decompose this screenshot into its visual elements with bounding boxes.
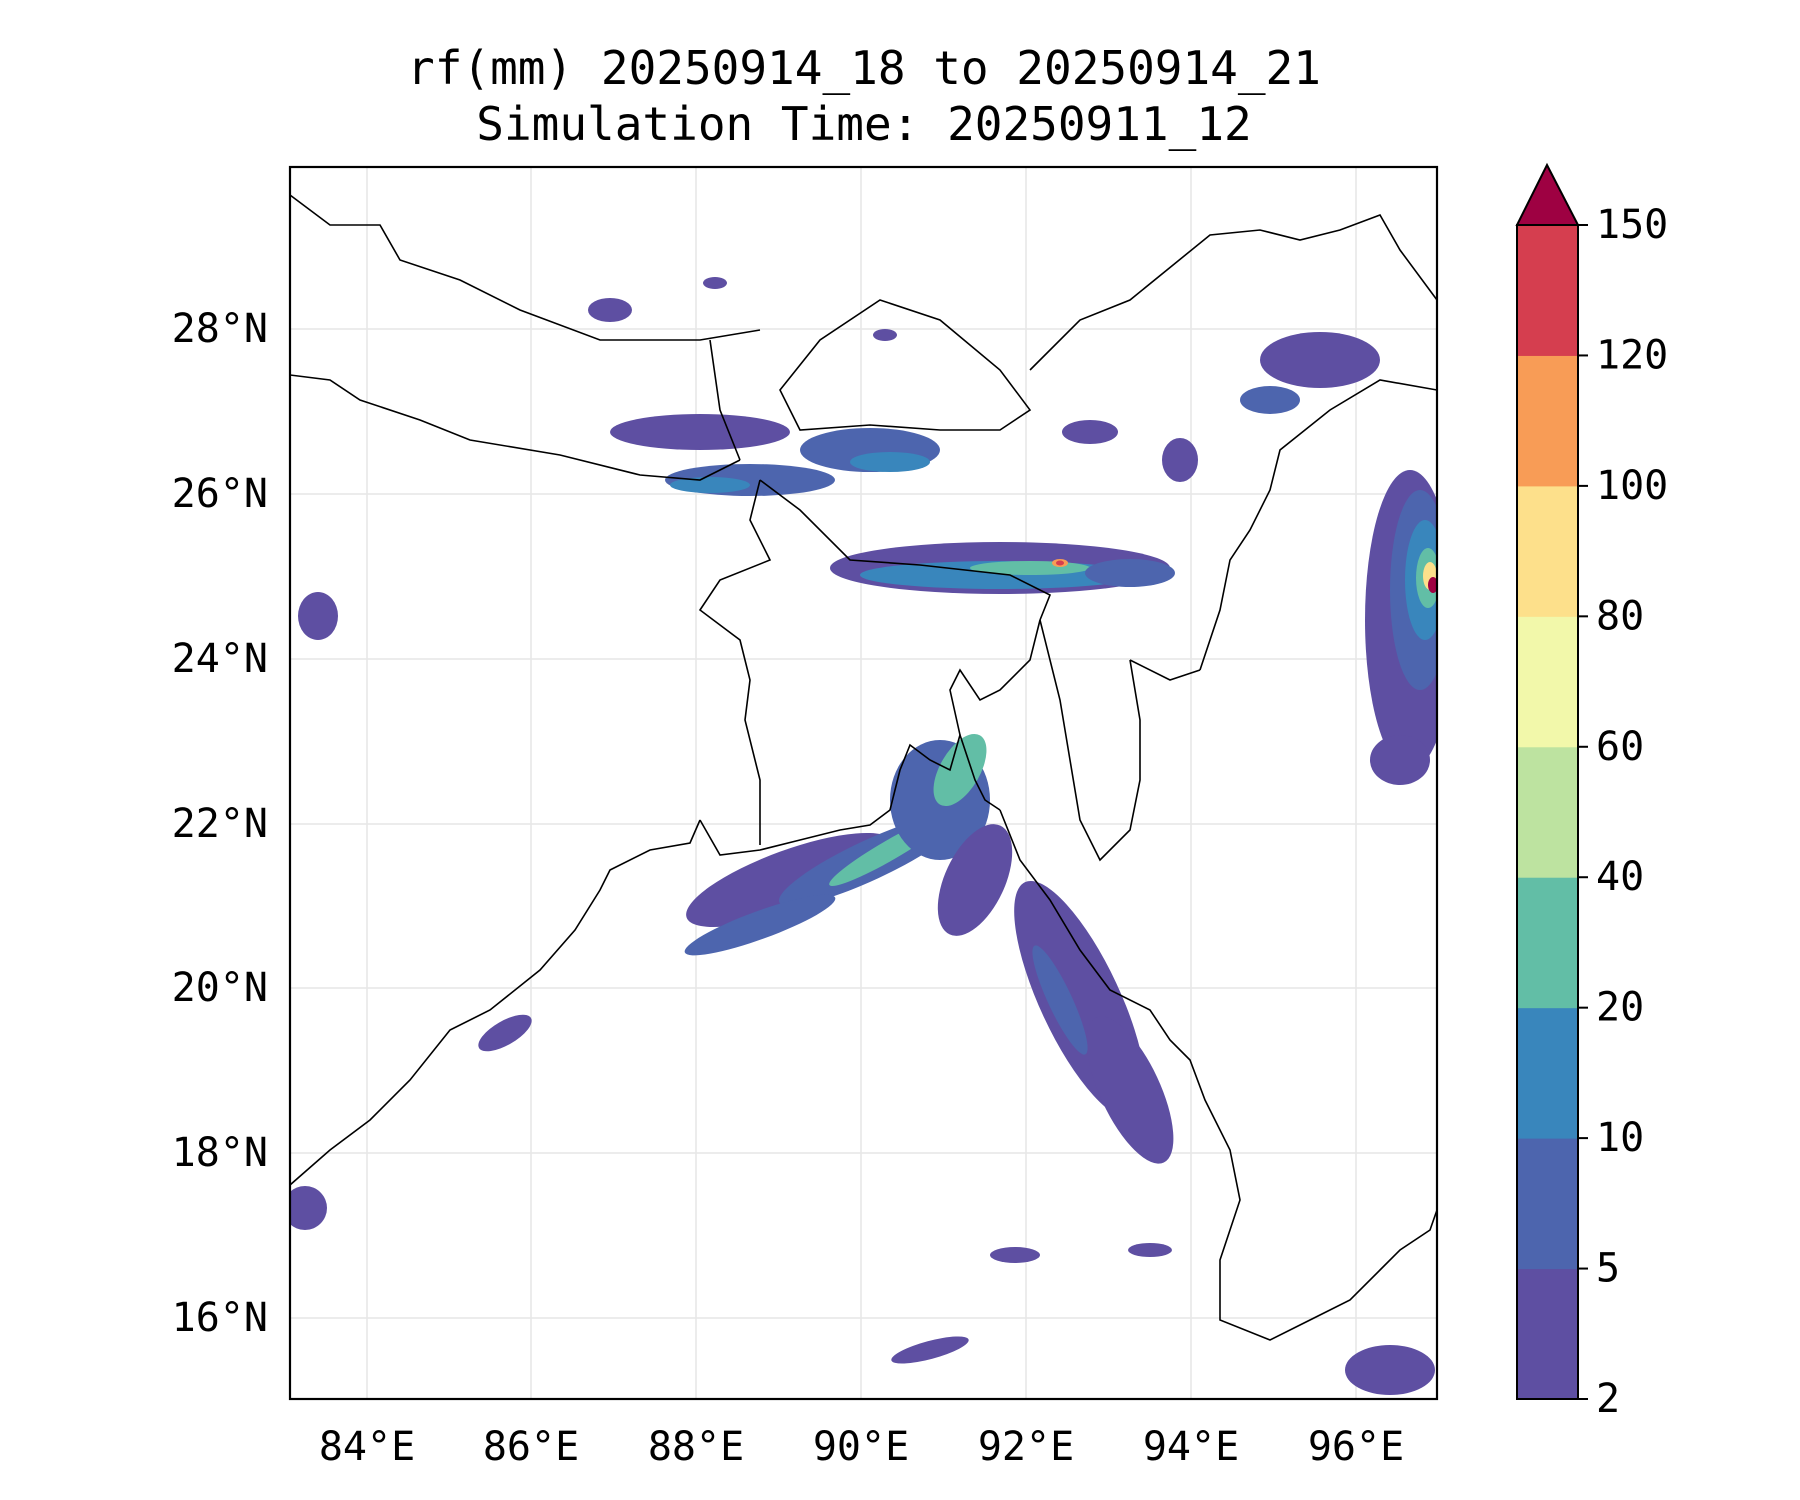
y-tick-label: 28°N [172,306,268,352]
rain-cell [850,452,930,472]
border-sikkim [709,339,741,461]
map-frame [288,165,1439,1401]
x-axis: 84°E 86°E 88°E 90°E 92°E 94°E 96°E [319,1424,1404,1470]
rain-cell [1062,420,1118,444]
gridlines [290,167,1437,1399]
x-tick-label: 96°E [1308,1424,1404,1470]
rain-cell [1260,332,1380,388]
x-tick-label: 90°E [813,1424,909,1470]
border-nepal-south [290,374,741,481]
rain-cell [298,592,338,640]
colorbar-tick-label: 40 [1596,854,1644,900]
coastline-myanmar [999,809,1437,1341]
x-tick-label: 94°E [1143,1424,1239,1470]
rain-cell [478,1014,532,1052]
border-bangladesh-east [949,619,1041,736]
rain-cell [1086,1016,1174,1164]
coastlines-and-borders [290,194,1437,1341]
rain-cell [290,1186,327,1230]
y-tick-label: 20°N [172,965,268,1011]
rain-cell [610,414,790,450]
colorbar-band [1517,1007,1578,1139]
rain-cell [1085,559,1175,587]
x-tick-label: 86°E [483,1424,579,1470]
rain-cell [670,477,750,493]
border-bhutan [779,299,1032,431]
rain-cell [891,1336,969,1364]
colorbar-band [1517,225,1578,356]
rain-cell [1128,1243,1172,1257]
coastline-east-india [290,819,701,1186]
rain-cell [937,824,1013,936]
colorbar-tick-label: 150 [1596,202,1668,248]
rain-cell [684,894,836,956]
rain-cell [1162,438,1198,482]
rain-cell [1370,735,1430,785]
colorbar-tick-label: 120 [1596,332,1668,378]
colorbar-band [1517,616,1578,748]
colorbar-band [1517,1268,1578,1400]
y-tick-label: 26°N [172,471,268,517]
colorbar-tick-label: 10 [1596,1115,1644,1161]
colorbar-frame [1516,224,1579,1400]
border-mizoram [1129,659,1201,681]
y-tick-label: 22°N [172,801,268,847]
rain-cell [1345,1345,1435,1395]
colorbar: 2 5 10 20 40 60 80 100 120 150 [1515,162,1668,1422]
border-nepal [290,194,761,341]
border-china-arunachal [1029,214,1437,371]
rain-cell [1032,945,1088,1055]
map-title-line-2: Simulation Time: 20250911_12 [476,97,1252,151]
colorbar-tick-label: 5 [1596,1246,1620,1292]
y-tick-label: 24°N [172,636,268,682]
rain-cell [1240,386,1300,414]
colorbar-band [1517,485,1578,617]
x-tick-label: 84°E [319,1424,415,1470]
rain-cell [990,1247,1040,1263]
colorbar-band [1517,746,1578,878]
y-tick-label: 16°N [172,1295,268,1341]
rain-cell [1056,560,1064,566]
border-tripura [1039,619,1141,862]
rain-cell [588,298,632,322]
colorbar-extend-triangle [1515,162,1580,226]
border-bangladesh-west [698,479,772,845]
x-tick-label: 88°E [648,1424,744,1470]
border-bangladesh-north [759,479,1052,621]
y-tick-label: 18°N [172,1130,268,1176]
map-title-line-1: rf(mm) 20250914_18 to 20250914_21 [407,41,1321,95]
colorbar-tick-label: 2 [1596,1376,1620,1422]
rain-cell [703,277,727,289]
rainfall-field [290,277,1437,1395]
colorbar-band [1517,877,1578,1009]
rain-cell [933,733,987,807]
colorbar-tick-label: 20 [1596,985,1644,1031]
colorbar-band [1517,1138,1578,1270]
border-assam-myanmar [1199,379,1437,671]
colorbar-tick-label: 60 [1596,724,1644,770]
colorbar-tick-label: 80 [1596,593,1644,639]
rain-cell [873,329,897,341]
x-tick-label: 92°E [978,1424,1074,1470]
coastline-bangladesh [699,732,1001,856]
colorbar-band [1517,355,1578,487]
y-axis: 16°N 18°N 20°N 22°N 24°N 26°N 28°N [172,306,268,1341]
rain-cell [1428,577,1437,593]
colorbar-tick-label: 100 [1596,463,1668,509]
